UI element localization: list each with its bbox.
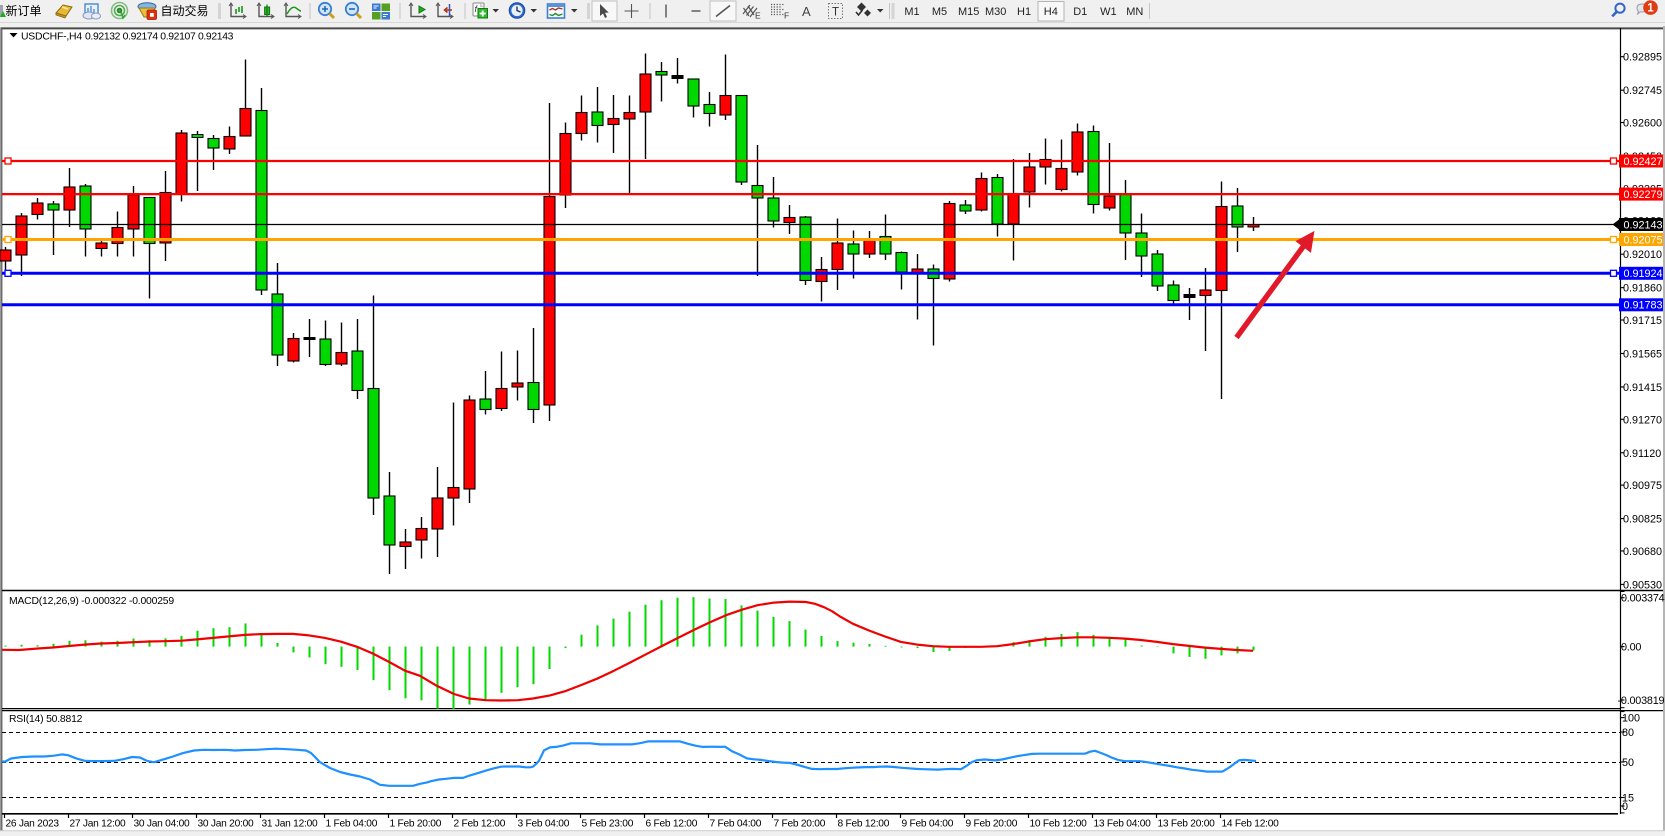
svg-text:0.92745: 0.92745 — [1623, 85, 1662, 97]
svg-text:10 Feb 12:00: 10 Feb 12:00 — [1030, 819, 1088, 830]
svg-text:1 Feb 20:00: 1 Feb 20:00 — [390, 819, 442, 830]
svg-text:-0.003819: -0.003819 — [1618, 695, 1665, 707]
svg-text:0.91120: 0.91120 — [1623, 448, 1661, 460]
svg-text:0.92600: 0.92600 — [1623, 118, 1662, 130]
svg-text:0.00: 0.00 — [1621, 642, 1641, 654]
svg-text:MACD(12,26,9) -0.000322 -0.000: MACD(12,26,9) -0.000322 -0.000259 — [9, 596, 174, 607]
svg-text:0.92075: 0.92075 — [1624, 234, 1663, 246]
svg-text:80: 80 — [1622, 727, 1634, 739]
svg-text:0.92143: 0.92143 — [1624, 219, 1663, 231]
svg-text:新订单: 新订单 — [6, 3, 42, 18]
svg-text:D1: D1 — [1073, 6, 1087, 18]
svg-text:M30: M30 — [985, 6, 1006, 18]
svg-text:0.92427: 0.92427 — [1624, 156, 1663, 168]
svg-text:0.92010: 0.92010 — [1623, 249, 1662, 261]
svg-text:F: F — [784, 11, 789, 21]
svg-text:7 Feb 04:00: 7 Feb 04:00 — [710, 819, 762, 830]
svg-text:0.91415: 0.91415 — [1623, 382, 1662, 394]
svg-text:31 Jan 12:00: 31 Jan 12:00 — [262, 819, 318, 830]
svg-text:0.90530: 0.90530 — [1623, 579, 1662, 591]
svg-text:26 Jan 2023: 26 Jan 2023 — [6, 819, 60, 830]
svg-text:30 Jan 20:00: 30 Jan 20:00 — [198, 819, 254, 830]
svg-text:USDCHF-,H4: USDCHF-,H4 — [21, 32, 82, 43]
svg-text:1 Feb 04:00: 1 Feb 04:00 — [326, 819, 378, 830]
svg-text:30 Jan 04:00: 30 Jan 04:00 — [134, 819, 190, 830]
svg-text:0.90975: 0.90975 — [1623, 480, 1662, 492]
svg-text:0.90680: 0.90680 — [1623, 546, 1662, 558]
svg-text:0.92895: 0.92895 — [1623, 52, 1662, 64]
svg-text:15: 15 — [1622, 793, 1634, 805]
svg-text:27 Jan 12:00: 27 Jan 12:00 — [70, 819, 126, 830]
svg-text:2 Feb 12:00: 2 Feb 12:00 — [454, 819, 506, 830]
svg-text:f: f — [475, 4, 479, 14]
svg-text:0.91924: 0.91924 — [1624, 268, 1663, 280]
svg-text:0.91860: 0.91860 — [1623, 283, 1662, 295]
svg-text:9 Feb 20:00: 9 Feb 20:00 — [966, 819, 1018, 830]
svg-text:0.90825: 0.90825 — [1623, 514, 1662, 526]
svg-text:H1: H1 — [1017, 6, 1031, 18]
svg-text:A: A — [802, 4, 811, 19]
svg-text:6 Feb 12:00: 6 Feb 12:00 — [646, 819, 698, 830]
svg-text:14 Feb 12:00: 14 Feb 12:00 — [1222, 819, 1280, 830]
svg-text:M5: M5 — [932, 6, 947, 18]
svg-text:1: 1 — [1647, 3, 1654, 15]
svg-text:9 Feb 04:00: 9 Feb 04:00 — [902, 819, 954, 830]
svg-text:0.003374: 0.003374 — [1621, 593, 1665, 605]
svg-text:0.91270: 0.91270 — [1623, 414, 1662, 426]
svg-text:RSI(14) 50.8812: RSI(14) 50.8812 — [9, 714, 83, 725]
svg-text:T: T — [832, 7, 839, 19]
svg-text:13 Feb 04:00: 13 Feb 04:00 — [1094, 819, 1152, 830]
svg-text:0.91715: 0.91715 — [1623, 315, 1662, 327]
svg-text:3 Feb 04:00: 3 Feb 04:00 — [518, 819, 570, 830]
svg-text:W1: W1 — [1100, 6, 1117, 18]
svg-text:0: 0 — [1622, 801, 1628, 813]
svg-text:7 Feb 20:00: 7 Feb 20:00 — [774, 819, 826, 830]
svg-text:0.92279: 0.92279 — [1624, 189, 1663, 201]
svg-text:H4: H4 — [1044, 6, 1058, 18]
svg-text:0.91565: 0.91565 — [1623, 348, 1662, 360]
svg-text:13 Feb 20:00: 13 Feb 20:00 — [1158, 819, 1216, 830]
svg-text:0.92132 0.92174 0.92107 0.9214: 0.92132 0.92174 0.92107 0.92143 — [85, 32, 234, 43]
svg-text:8 Feb 12:00: 8 Feb 12:00 — [838, 819, 890, 830]
svg-text:自动交易: 自动交易 — [161, 3, 209, 18]
svg-text:M1: M1 — [904, 6, 919, 18]
svg-text:0.91783: 0.91783 — [1624, 300, 1663, 312]
svg-text:MN: MN — [1126, 6, 1143, 18]
svg-text:50: 50 — [1622, 757, 1634, 769]
svg-text:E: E — [755, 11, 761, 21]
svg-text:100: 100 — [1622, 713, 1640, 725]
svg-text:M15: M15 — [958, 6, 979, 18]
svg-text:5 Feb 23:00: 5 Feb 23:00 — [582, 819, 634, 830]
